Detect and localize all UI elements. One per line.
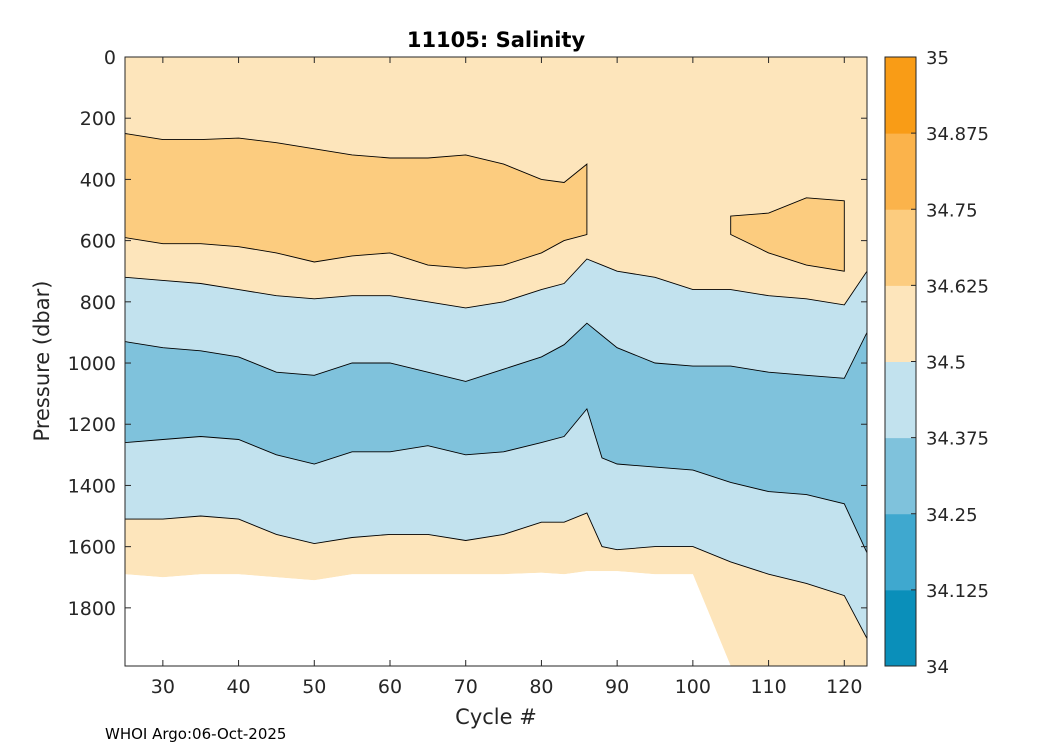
colorbar-tick-label: 34.875 <box>926 124 989 145</box>
colorbar-segment-34.25 <box>885 437 916 515</box>
plot-area <box>125 57 867 666</box>
axes-frame <box>124 56 868 667</box>
contour-fresh-to-salty-1550 <box>125 512 867 639</box>
no-data-region <box>125 571 867 666</box>
colorbar-segment-34.625 <box>885 209 916 286</box>
x-tick-label: 100 <box>675 676 711 698</box>
y-tick-label: 200 <box>80 108 116 130</box>
x-tick-label: 120 <box>826 676 862 698</box>
colorbar-segment-34 <box>885 589 916 667</box>
x-tick-label: 50 <box>302 676 326 698</box>
x-tick-label: 40 <box>226 676 250 698</box>
colorbar-tick-label: 34.125 <box>926 581 989 602</box>
colorbar-segment-34.125 <box>885 513 916 591</box>
y-tick-label: 1800 <box>68 598 116 620</box>
x-tick-label: 110 <box>750 676 786 698</box>
y-tick-label: 400 <box>80 169 116 191</box>
colorbar-segment-34.5 <box>885 285 916 362</box>
chart-title: 11105: Salinity <box>407 28 586 52</box>
y-tick-label: 1600 <box>68 537 116 559</box>
y-axis-label: Pressure (dbar) <box>30 281 54 442</box>
x-axis: 30 40 50 60 70 80 90 100 110 120 <box>151 57 862 698</box>
y-tick-label: 1000 <box>68 353 116 375</box>
band-34.625-34.75-lens-1 <box>125 133 588 269</box>
band-34.25-34.375 <box>125 323 867 553</box>
y-tick-label: 800 <box>80 292 116 314</box>
x-axis-label: Cycle # <box>455 705 537 729</box>
y-tick-label: 0 <box>104 47 116 69</box>
colorbar: 34 34.125 34.25 34.375 34.5 34.625 34.75 34.875… <box>884 48 989 678</box>
colorbar-segment-34.75 <box>885 133 916 210</box>
footer-source-date: WHOI Argo:06-Oct-2025 <box>105 725 287 743</box>
x-tick-label: 30 <box>151 676 175 698</box>
colorbar-tick-label: 34.625 <box>926 276 989 297</box>
y-tick-label: 1400 <box>68 475 116 497</box>
contour-salty-to-fresh-800 <box>125 258 867 309</box>
contour-deep-to-fresh-1250 <box>125 407 867 553</box>
contour-fresh-to-deep-1000 <box>125 322 867 382</box>
colorbar-tick-label: 34.75 <box>926 200 978 221</box>
x-tick-label: 80 <box>529 676 553 698</box>
x-tick-label: 70 <box>454 676 478 698</box>
colorbar-tick-label: 34.25 <box>926 505 978 526</box>
y-tick-label: 600 <box>80 231 116 253</box>
colorbar-segment-34.375 <box>885 361 916 439</box>
colorbar-segment-34.875 <box>885 57 916 134</box>
colorbar-tick-label: 35 <box>926 48 949 69</box>
band-34.625-34.75-lens-2 <box>730 197 845 272</box>
y-tick-label: 1200 <box>68 414 116 436</box>
colorbar-tick-label: 34 <box>926 657 949 678</box>
y-axis: 0 200 400 600 800 1000 1200 1400 1600 1800 <box>68 47 867 620</box>
colorbar-tick-label: 34.5 <box>926 353 966 374</box>
x-tick-label: 60 <box>378 676 402 698</box>
colorbar-tick-label: 34.375 <box>926 429 989 450</box>
x-tick-label: 90 <box>605 676 629 698</box>
